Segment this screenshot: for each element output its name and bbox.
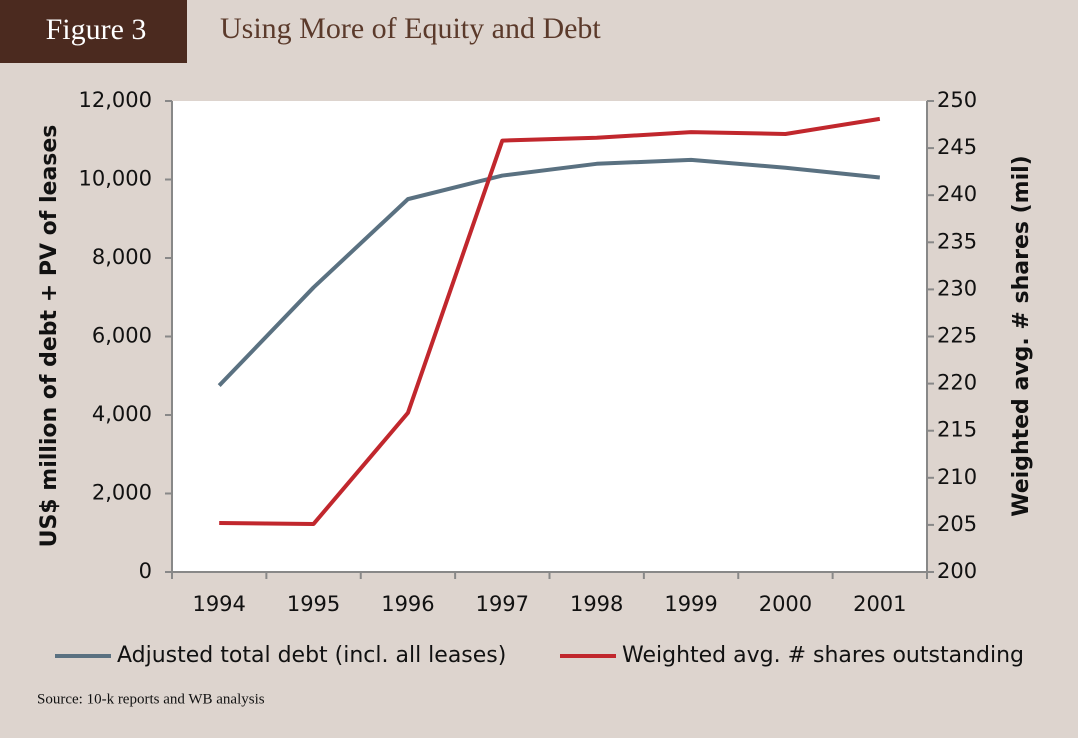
x-tick-label: 2001 — [853, 592, 906, 616]
x-tick-label: 1994 — [192, 592, 245, 616]
plot-area — [172, 101, 927, 572]
figure-label: Figure 3 — [46, 13, 147, 46]
y-tick-label: 8,000 — [92, 245, 152, 269]
y2-tick-label: 205 — [937, 512, 977, 536]
y2-tick-label: 240 — [937, 182, 977, 206]
y-tick-label: 6,000 — [92, 324, 152, 348]
series-line — [217, 157, 881, 387]
y2-tick-label: 225 — [937, 324, 977, 348]
chart-title: Using More of Equity and Debt — [220, 12, 601, 45]
y2-tick-label: 215 — [937, 418, 977, 442]
y2-tick-label: 200 — [937, 559, 977, 583]
y-axis-label: US$ million of debt + PV of leases — [37, 125, 62, 548]
x-tick-label: 2000 — [759, 592, 812, 616]
y2-tick-label: 230 — [937, 276, 977, 300]
y2-axis-label: Weighted avg. # shares (mil) — [1009, 155, 1034, 517]
legend-label: Adjusted total debt (incl. all leases) — [117, 643, 506, 668]
y-tick-label: 10,000 — [79, 167, 152, 191]
y-tick-label: 4,000 — [92, 402, 152, 426]
y-tick-label: 0 — [139, 559, 152, 583]
source-note: Source: 10-k reports and WB analysis — [37, 691, 265, 707]
x-tick-label: 1999 — [664, 592, 717, 616]
x-tick-label: 1996 — [381, 592, 434, 616]
y2-tick-label: 235 — [937, 229, 977, 253]
y2-tick-label: 210 — [937, 465, 977, 489]
y-tick-label: 12,000 — [79, 88, 152, 112]
y2-tick-label: 220 — [937, 371, 977, 395]
x-tick-label: 1997 — [476, 592, 529, 616]
y2-tick-label: 245 — [937, 135, 977, 159]
figure-badge — [0, 0, 187, 63]
x-tick-label: 1995 — [287, 592, 340, 616]
y2-tick-label: 250 — [937, 88, 977, 112]
legend-label: Weighted avg. # shares outstanding — [622, 643, 1024, 668]
x-tick-label: 1998 — [570, 592, 623, 616]
series-line — [219, 116, 881, 526]
y-tick-label: 2,000 — [92, 481, 152, 505]
